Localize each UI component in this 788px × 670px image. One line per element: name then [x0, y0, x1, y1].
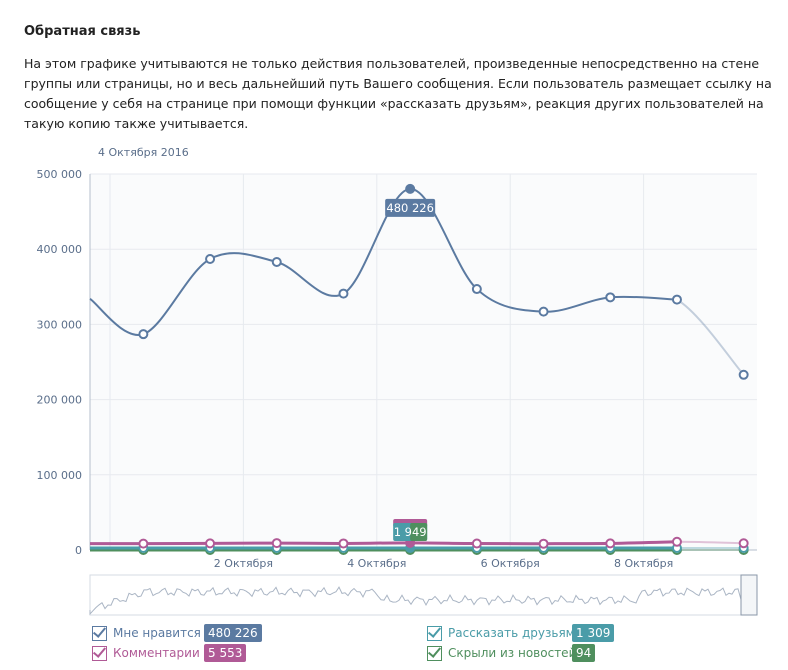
- section-description: На этом графике учитываются не только де…: [24, 56, 772, 131]
- section-title: Обратная связь: [24, 24, 141, 39]
- data-point: [138, 538, 149, 549]
- data-point: [671, 294, 682, 305]
- data-point: [605, 292, 616, 303]
- tooltip-box: [385, 198, 436, 217]
- hover-date: 4 Октября 2016: [98, 146, 189, 159]
- data-point: [738, 369, 749, 380]
- x-tick-label: 4 Октября: [347, 557, 406, 570]
- series-line-partial: [676, 298, 745, 376]
- checkbox-icon[interactable]: [92, 625, 107, 641]
- data-point: [271, 256, 282, 267]
- checkbox-icon[interactable]: [92, 645, 107, 661]
- data-point: [338, 538, 349, 549]
- data-point: [738, 538, 749, 549]
- navigator-line: [89, 586, 757, 616]
- x-tick-label: 8 Октября: [614, 557, 673, 570]
- data-point: [138, 329, 149, 340]
- data-point: [205, 538, 216, 549]
- legend-label: Рассказать друзьям: [448, 626, 575, 640]
- data-point: [471, 538, 482, 549]
- y-tick-label: 300 000: [37, 318, 83, 331]
- tooltip-value: 480 226: [386, 201, 434, 215]
- legend-hidden[interactable]: Скрыли из новостей: [427, 644, 576, 662]
- checkbox-icon[interactable]: [427, 625, 442, 641]
- range-navigator: [89, 574, 758, 616]
- checkbox-icon[interactable]: [427, 645, 442, 661]
- data-point: [471, 284, 482, 295]
- data-point: [538, 306, 549, 317]
- legend-likes[interactable]: Мне нравится: [92, 624, 201, 642]
- navigator-selection-handle[interactable]: [740, 574, 758, 616]
- data-point: [271, 538, 282, 549]
- y-tick-label: 500 000: [37, 168, 83, 181]
- legend-value: 1 309: [572, 624, 615, 642]
- data-point: [338, 288, 349, 299]
- series-line: [89, 540, 677, 546]
- legend-value: 5 553: [204, 644, 247, 662]
- legend-label: Скрыли из новостей: [448, 646, 577, 660]
- y-tick-label: 0: [75, 544, 82, 557]
- data-point: [405, 183, 416, 194]
- tooltip-box-hidden: [410, 523, 428, 541]
- legend-comments[interactable]: Комментарии: [92, 644, 200, 662]
- x-tick-label: 2 Октября: [214, 557, 273, 570]
- y-tick-label: 100 000: [37, 469, 83, 482]
- legend-value: 480 226: [204, 624, 262, 642]
- x-tick-label: 6 Октября: [481, 557, 540, 570]
- data-point: [671, 536, 682, 547]
- legend-value: 94: [572, 644, 596, 662]
- data-point: [605, 538, 616, 549]
- legend-label: Комментарии: [113, 646, 200, 660]
- legend-shares[interactable]: Рассказать друзьям: [427, 624, 575, 642]
- series-line: [89, 187, 677, 336]
- data-point: [205, 253, 216, 264]
- y-tick-label: 400 000: [37, 243, 83, 256]
- data-point: [538, 538, 549, 549]
- y-tick-label: 200 000: [37, 394, 83, 407]
- plot-area: [90, 174, 757, 550]
- legend-label: Мне нравится: [113, 626, 201, 640]
- tooltip-value: 1 949: [394, 525, 427, 539]
